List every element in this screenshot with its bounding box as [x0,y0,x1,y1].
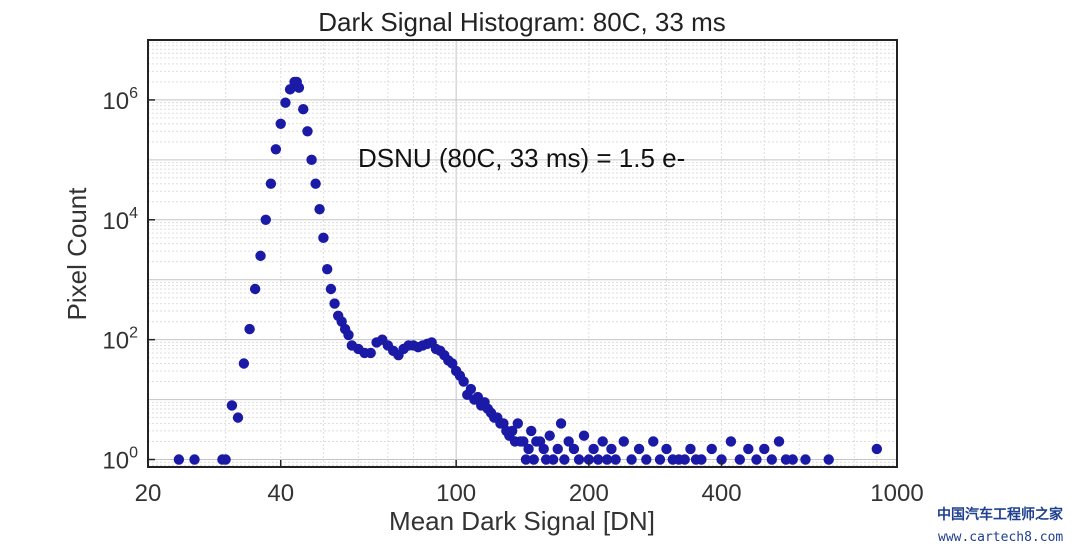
data-point [255,250,266,262]
data-point [871,443,883,455]
data-point [310,178,321,189]
data-point [583,454,595,465]
data-point [329,298,340,309]
data-point [544,430,555,441]
data-point [679,454,690,465]
data-point [325,283,337,295]
data-point [654,454,666,465]
y-tick-label: 100 [102,445,138,475]
x-tick-label: 400 [702,480,742,507]
y-tick-label: 106 [102,85,138,115]
data-point [249,283,261,295]
data-point [270,144,282,155]
y-tick-label: 104 [102,205,138,235]
data-point [265,178,277,189]
data-point [716,454,727,465]
data-point [743,443,754,455]
data-point [220,454,231,465]
data-point [552,443,563,455]
data-point [606,443,617,455]
watermark-text: 中国汽车工程师之家 [937,506,1064,523]
data-point [759,443,770,455]
data-point [800,454,811,465]
data-point [302,126,313,137]
data-point [578,430,590,441]
data-point [592,454,604,465]
data-point [787,454,798,465]
data-point [306,154,317,166]
data-point [298,104,309,115]
data-point [773,436,785,447]
x-tick-label: 200 [569,480,609,507]
data-point [641,454,652,465]
y-tick-label: 102 [102,325,138,355]
data-point [751,454,762,465]
data-points [173,76,883,465]
x-tick-label: 1000 [870,480,923,507]
data-point [547,454,559,465]
x-axis-label: Mean Dark Signal [DN] [389,506,655,536]
plot-frame [147,39,898,468]
y-tick-labels: 100 102 104 106 [102,85,155,475]
data-point [725,436,737,447]
x-tick-label: 100 [436,480,476,507]
data-point [555,418,567,429]
data-point [520,454,532,465]
data-point [293,82,305,93]
data-point [318,232,329,244]
data-point [588,443,599,455]
data-point [661,443,672,455]
data-point [766,454,777,465]
data-point [648,436,659,447]
data-point [275,118,286,129]
data-point [526,425,537,437]
data-point [284,84,296,95]
data-point [512,418,524,429]
data-point [506,425,518,437]
data-point [523,443,534,455]
data-point [314,204,325,215]
data-point [597,436,608,447]
data-point [458,376,469,387]
data-point [626,454,637,465]
data-point [568,443,580,455]
x-tick-label: 40 [267,480,294,507]
data-point [322,263,333,275]
data-point [518,436,529,447]
x-tick-labels: 20 40 100 200 400 1000 [135,460,924,507]
data-point [343,329,354,341]
data-point [528,454,539,465]
data-point [601,454,613,465]
y-axis-label: Pixel Count [62,187,92,321]
data-point [538,443,549,455]
data-point [610,454,621,465]
watermark-url: www.cartech8.com [938,530,1063,545]
data-point [559,454,570,465]
grid-lines [147,39,898,467]
data-point [706,443,717,455]
data-point [280,97,291,108]
data-point [465,383,477,395]
data-point [696,454,707,465]
data-point [734,454,746,465]
data-point [823,454,834,465]
data-point [618,436,629,447]
data-point [226,400,238,411]
data-point [173,454,185,465]
chart-title: Dark Signal Histogram: 80C, 33 ms [318,7,725,37]
data-point [573,454,585,465]
data-point [685,443,696,455]
data-point [244,323,255,335]
data-point [232,412,244,423]
data-point [365,347,376,359]
dsnu-annotation: DSNU (80C, 33 ms) = 1.5 e- [358,143,685,173]
data-point [633,443,645,455]
x-tick-label: 20 [135,480,162,507]
data-point [260,214,271,225]
data-point [189,454,200,465]
data-point [563,436,574,447]
data-point [238,358,250,369]
